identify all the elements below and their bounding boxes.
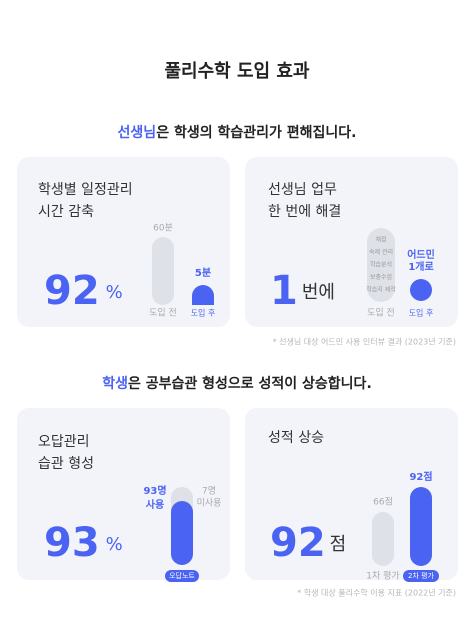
- card-title: 한 번에 해결: [268, 204, 341, 220]
- page-title: 풀리수학 도입 효과: [164, 60, 309, 82]
- tasks-pill: [367, 228, 395, 302]
- section-heading: 학생은 공부습관 형성으로 성적이 상승합니다.: [102, 375, 372, 392]
- after-value: 어드민: [407, 248, 435, 261]
- section-heading: 선생님은 학생의 학습관리가 편해집니다.: [118, 124, 357, 141]
- task-item: 숙제 관리: [369, 248, 393, 256]
- task-item: 보충수업: [370, 273, 392, 281]
- first-label: 1차 평가: [366, 570, 399, 582]
- unused-value: 7명: [202, 486, 216, 497]
- card: [17, 157, 230, 327]
- label-pill: [403, 570, 439, 582]
- card: [245, 408, 458, 580]
- task-item: 학습분석: [370, 261, 392, 269]
- after-value: 5분: [195, 267, 211, 279]
- big-number: 92 점: [270, 520, 346, 566]
- card-title: 성적 상승: [268, 430, 324, 446]
- card: [245, 157, 458, 327]
- big-unit: %: [106, 534, 123, 555]
- used-value: 사용: [146, 498, 164, 511]
- second-label: 2차 평가: [408, 571, 435, 580]
- big-unit: 번에: [302, 282, 335, 303]
- big-unit: %: [106, 282, 123, 303]
- heading-highlight: 학생: [102, 376, 128, 392]
- card-title: 오답관리: [38, 434, 90, 450]
- after-circle: [410, 279, 432, 301]
- big-value: 1: [270, 268, 298, 314]
- after-label: 도입 후: [409, 309, 434, 318]
- big-value: 93: [44, 520, 100, 566]
- unused-value: 미사용: [197, 498, 222, 509]
- task-item: 학습지 제작: [366, 286, 396, 294]
- footnote: * 선생님 대상 어드민 사용 인터뷰 결과 (2023년 기준): [273, 337, 456, 347]
- footnote: * 학생 대상 풀리수학 이용 지표 (2022년 기준): [297, 588, 456, 598]
- card-title: 학생별 일정관리: [38, 182, 133, 198]
- big-number: 1 번에: [270, 268, 335, 314]
- before-label: 도입 전: [367, 307, 395, 319]
- before-value: 60분: [153, 223, 173, 234]
- big-number: 92%: [44, 268, 123, 314]
- heading-rest: 은 공부습관 형성으로 성적이 상승합니다.: [128, 375, 372, 392]
- used-value: 93명: [143, 484, 166, 497]
- after-label: 도입 후: [191, 309, 216, 318]
- big-value: 92: [270, 520, 326, 566]
- big-unit: 점: [330, 534, 347, 555]
- heading-rest: 은 학생의 학습관리가 편해집니다.: [156, 124, 356, 141]
- heading-highlight: 선생님: [118, 125, 157, 141]
- second-bar: [410, 487, 432, 566]
- card-title: 시간 감축: [38, 204, 94, 220]
- big-value: 92: [44, 268, 100, 314]
- task-item: 채점: [375, 236, 386, 244]
- after-value: 1개로: [408, 260, 433, 273]
- label-pill: [165, 570, 199, 582]
- first-bar: [372, 512, 394, 566]
- card-title: 습관 형성: [38, 456, 94, 472]
- bar-label: 오답노트: [169, 571, 195, 580]
- before-label: 도입 전: [149, 307, 177, 319]
- before-bar: [152, 237, 174, 305]
- used-bar: [171, 501, 193, 565]
- after-bar: [192, 285, 214, 305]
- big-number: 93%: [44, 520, 123, 566]
- card-title: 선생님 업무: [268, 182, 337, 198]
- first-value: 66점: [373, 496, 393, 508]
- second-value: 92점: [409, 471, 432, 483]
